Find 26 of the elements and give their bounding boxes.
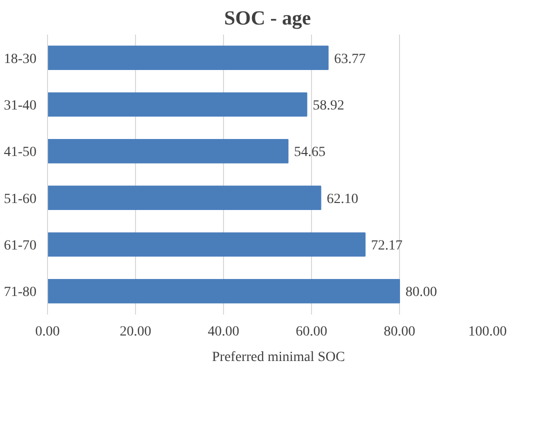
bar <box>48 186 322 210</box>
x-tick-label: 100.00 <box>468 324 507 340</box>
y-tick-label: 41-50 <box>4 145 37 160</box>
data-label: 80.00 <box>406 285 437 300</box>
data-label: 58.92 <box>312 98 344 114</box>
bar <box>48 279 400 304</box>
y-tick-label: 18-30 <box>4 52 37 67</box>
y-tick-label: 61-70 <box>4 238 37 254</box>
x-tick-label: 80.00 <box>384 324 416 340</box>
bar <box>48 46 329 70</box>
chart-title: SOC - age <box>224 8 311 30</box>
bar <box>48 92 308 117</box>
y-tick-label: 71-80 <box>4 285 37 300</box>
x-tick-label: 60.00 <box>296 324 328 340</box>
x-tick-label: 20.00 <box>120 324 152 340</box>
x-tick-label: 40.00 <box>208 324 240 340</box>
data-label: 54.65 <box>294 145 326 160</box>
data-label: 62.10 <box>326 192 358 207</box>
bar <box>48 232 366 257</box>
data-label: 63.77 <box>334 52 366 67</box>
bar <box>48 139 288 164</box>
text: Preferred minimal SOC <box>212 350 345 366</box>
y-tick-label: 31-40 <box>4 98 37 114</box>
y-tick-label: 51-60 <box>4 192 37 207</box>
data-label: 72.17 <box>371 238 403 254</box>
x-tick-label: 0.00 <box>35 324 60 340</box>
